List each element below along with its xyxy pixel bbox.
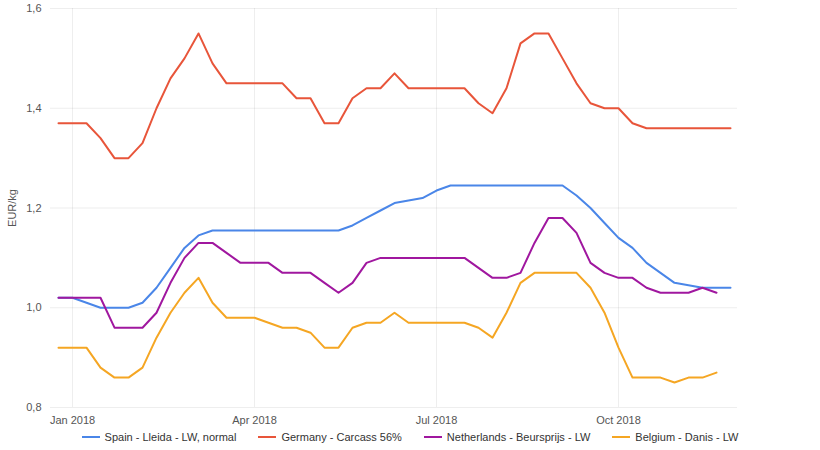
svg-text:Jul 2018: Jul 2018 (416, 414, 458, 426)
html-text:Germany - Carcass 56%: Germany - Carcass 56% (281, 431, 402, 443)
html-text:Spain - Lleida - LW, normal: Spain - Lleida - LW, normal (104, 431, 237, 443)
svg-text:1,0: 1,0 (26, 301, 41, 313)
svg-text:1,4: 1,4 (26, 102, 41, 114)
svg-text:0,8: 0,8 (26, 401, 41, 413)
svg-text:Jan 2018: Jan 2018 (50, 414, 95, 426)
svg-text:Apr 2018: Apr 2018 (232, 414, 277, 426)
svg-text:1,2: 1,2 (26, 202, 41, 214)
svg-text:1,6: 1,6 (26, 2, 41, 14)
svg-text:EUR/kg: EUR/kg (6, 189, 18, 227)
html-text:Netherlands - Beursprijs - LW: Netherlands - Beursprijs - LW (446, 431, 591, 443)
html-text:Belgium - Danis - LW: Belgium - Danis - LW (635, 431, 739, 443)
svg-text:Oct 2018: Oct 2018 (596, 414, 641, 426)
